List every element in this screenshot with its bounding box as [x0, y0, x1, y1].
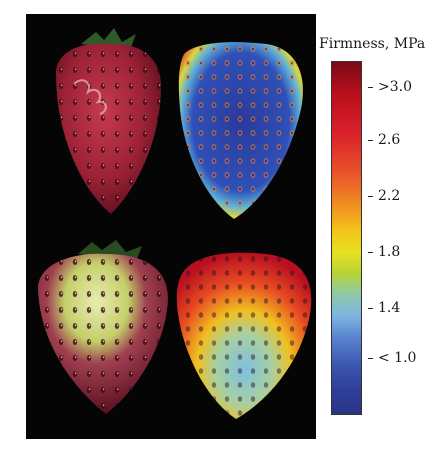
colorbar-tick	[368, 308, 373, 309]
image-panel	[26, 14, 316, 439]
colorbar-tick-label: 2.6	[378, 132, 401, 148]
strawberry-figure	[38, 28, 312, 419]
colorbar-tick	[368, 140, 373, 141]
unripe-strawberry-firmness-map	[176, 252, 312, 419]
colorbar-tick-label: >3.0	[378, 79, 412, 95]
unripe-strawberry-photo	[38, 240, 168, 414]
colorbar-title: Firmness, MPa	[319, 36, 426, 52]
colorbar-tick	[368, 196, 373, 197]
colorbar-tick	[368, 87, 373, 88]
colorbar-tick-label: < 1.0	[378, 350, 417, 366]
colorbar-tick	[368, 358, 373, 359]
colorbar-tick-label: 1.8	[378, 244, 401, 260]
colorbar-tick-label: 2.2	[378, 188, 401, 204]
ripe-strawberry-firmness-map	[178, 42, 303, 219]
ripe-strawberry-photo	[56, 28, 161, 214]
colorbar-scale	[331, 61, 362, 415]
colorbar-tick	[368, 252, 373, 253]
colorbar-tick-label: 1.4	[378, 300, 401, 316]
